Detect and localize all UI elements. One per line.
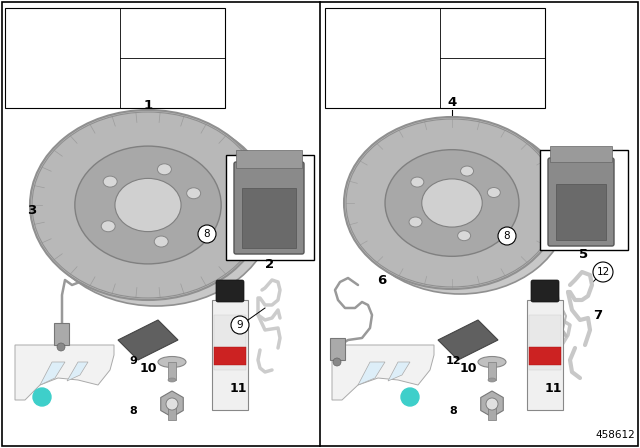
Bar xyxy=(226,155,314,260)
Text: 12: 12 xyxy=(596,267,610,277)
Circle shape xyxy=(198,225,216,243)
Text: 11: 11 xyxy=(230,382,248,395)
Ellipse shape xyxy=(168,378,176,382)
Polygon shape xyxy=(118,320,178,360)
Ellipse shape xyxy=(101,221,115,232)
Bar xyxy=(540,150,628,250)
Ellipse shape xyxy=(461,166,474,176)
Text: 12: 12 xyxy=(445,356,461,366)
Text: 5: 5 xyxy=(579,247,589,260)
Ellipse shape xyxy=(385,150,519,256)
Circle shape xyxy=(593,262,613,282)
Text: 458612: 458612 xyxy=(595,430,635,440)
Ellipse shape xyxy=(154,236,168,247)
Ellipse shape xyxy=(346,119,558,287)
Bar xyxy=(488,362,496,380)
Bar xyxy=(330,338,345,360)
Circle shape xyxy=(57,343,65,351)
Circle shape xyxy=(33,388,51,406)
Bar xyxy=(325,8,545,108)
Text: 10: 10 xyxy=(140,362,157,375)
Text: 4: 4 xyxy=(447,95,456,108)
Ellipse shape xyxy=(103,176,117,187)
Circle shape xyxy=(231,316,249,334)
Polygon shape xyxy=(388,362,410,381)
Text: 3: 3 xyxy=(28,203,36,216)
Ellipse shape xyxy=(411,177,424,187)
Ellipse shape xyxy=(158,357,186,367)
Circle shape xyxy=(498,227,516,245)
Bar xyxy=(527,300,563,410)
Ellipse shape xyxy=(38,116,274,306)
Text: 10: 10 xyxy=(460,362,477,375)
Ellipse shape xyxy=(422,179,483,227)
Bar xyxy=(488,404,496,420)
FancyBboxPatch shape xyxy=(216,280,244,302)
Ellipse shape xyxy=(478,357,506,367)
Bar xyxy=(168,404,176,420)
Ellipse shape xyxy=(458,231,470,241)
Circle shape xyxy=(166,398,178,410)
FancyBboxPatch shape xyxy=(548,158,614,246)
Ellipse shape xyxy=(157,164,172,175)
Polygon shape xyxy=(438,320,498,360)
Polygon shape xyxy=(40,362,65,385)
Ellipse shape xyxy=(488,378,496,382)
Ellipse shape xyxy=(344,117,560,289)
Polygon shape xyxy=(358,362,385,385)
Text: 1: 1 xyxy=(143,99,152,112)
Ellipse shape xyxy=(75,146,221,264)
Text: 6: 6 xyxy=(378,273,387,287)
Polygon shape xyxy=(332,345,434,400)
Ellipse shape xyxy=(409,217,422,227)
Text: 9: 9 xyxy=(129,356,137,366)
Ellipse shape xyxy=(352,122,568,294)
Circle shape xyxy=(486,398,498,410)
Text: 11: 11 xyxy=(545,382,563,395)
Ellipse shape xyxy=(32,112,264,298)
Text: 8: 8 xyxy=(449,406,457,416)
Bar xyxy=(5,8,225,108)
Polygon shape xyxy=(67,362,88,381)
Text: 8: 8 xyxy=(129,406,137,416)
Text: 7: 7 xyxy=(593,309,603,322)
Bar xyxy=(54,323,69,345)
Ellipse shape xyxy=(115,178,181,232)
Bar xyxy=(236,150,302,168)
Ellipse shape xyxy=(187,188,201,199)
FancyBboxPatch shape xyxy=(531,280,559,302)
Text: 8: 8 xyxy=(204,229,211,239)
Bar xyxy=(556,184,606,240)
Bar xyxy=(242,188,296,248)
Text: 9: 9 xyxy=(237,320,243,330)
Circle shape xyxy=(401,388,419,406)
Bar xyxy=(212,300,248,410)
Bar xyxy=(214,315,246,370)
Bar xyxy=(168,362,176,380)
Bar xyxy=(550,146,612,162)
Bar xyxy=(214,347,246,365)
Text: 2: 2 xyxy=(266,258,275,271)
Bar xyxy=(529,347,561,365)
Ellipse shape xyxy=(30,110,266,300)
Ellipse shape xyxy=(487,188,500,198)
Bar xyxy=(529,315,561,370)
Polygon shape xyxy=(15,345,114,400)
Circle shape xyxy=(333,358,341,366)
Text: 8: 8 xyxy=(504,231,510,241)
FancyBboxPatch shape xyxy=(234,162,304,254)
